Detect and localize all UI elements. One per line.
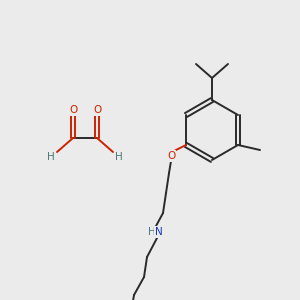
Text: H: H [148, 227, 156, 237]
Text: O: O [69, 105, 77, 115]
Text: O: O [93, 105, 101, 115]
Text: N: N [155, 227, 163, 237]
Text: H: H [47, 152, 55, 162]
Text: H: H [115, 152, 123, 162]
Text: O: O [167, 151, 175, 161]
